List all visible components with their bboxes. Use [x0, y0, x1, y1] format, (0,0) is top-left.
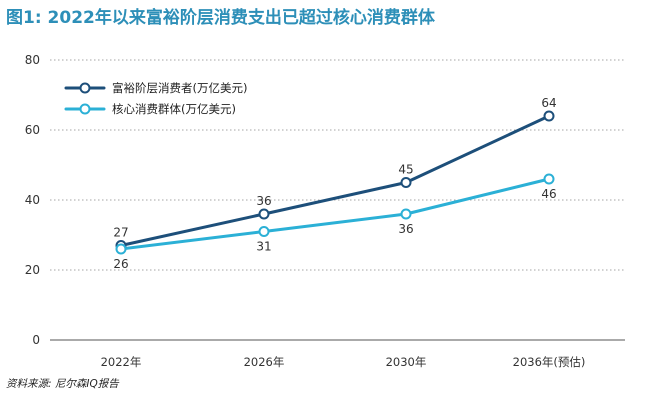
data-label: 45	[398, 163, 413, 177]
data-point	[258, 226, 270, 237]
series-line-1	[119, 177, 551, 251]
data-label: 26	[113, 257, 128, 271]
series-line-0	[119, 114, 551, 247]
data-label: 64	[541, 96, 556, 110]
legend-marker-1	[79, 103, 91, 115]
data-point	[400, 177, 412, 188]
x-tick-label: 2030年	[386, 355, 427, 369]
data-point	[400, 208, 412, 220]
chart-title: 图1: 2022年以来富裕阶层消费支出已超过核心消费群体	[6, 8, 435, 28]
source-note: 资料来源: 尼尔森IQ报告	[6, 378, 119, 390]
x-tick-label: 2036年(预估)	[513, 355, 586, 369]
y-tick-label: 40	[25, 193, 40, 207]
data-point	[258, 208, 270, 220]
y-tick-label: 80	[25, 53, 40, 67]
y-tick-label: 0	[32, 333, 40, 347]
data-label: 46	[541, 187, 556, 201]
y-tick-label: 60	[25, 123, 40, 137]
data-point	[115, 243, 127, 255]
legend-marker-0	[79, 82, 91, 94]
x-tick-label: 2022年	[101, 355, 142, 369]
x-tick-label: 2026年	[244, 355, 285, 369]
data-label: 27	[113, 226, 128, 240]
legend-label-1: 核心消费群体(万亿美元)	[112, 102, 236, 116]
data-label: 36	[398, 222, 413, 236]
data-point	[543, 110, 555, 122]
legend-label-0: 富裕阶层消费者(万亿美元)	[112, 81, 247, 95]
y-tick-label: 20	[25, 263, 40, 277]
data-label: 36	[256, 194, 271, 208]
data-point	[543, 173, 555, 185]
data-label: 31	[256, 240, 271, 254]
